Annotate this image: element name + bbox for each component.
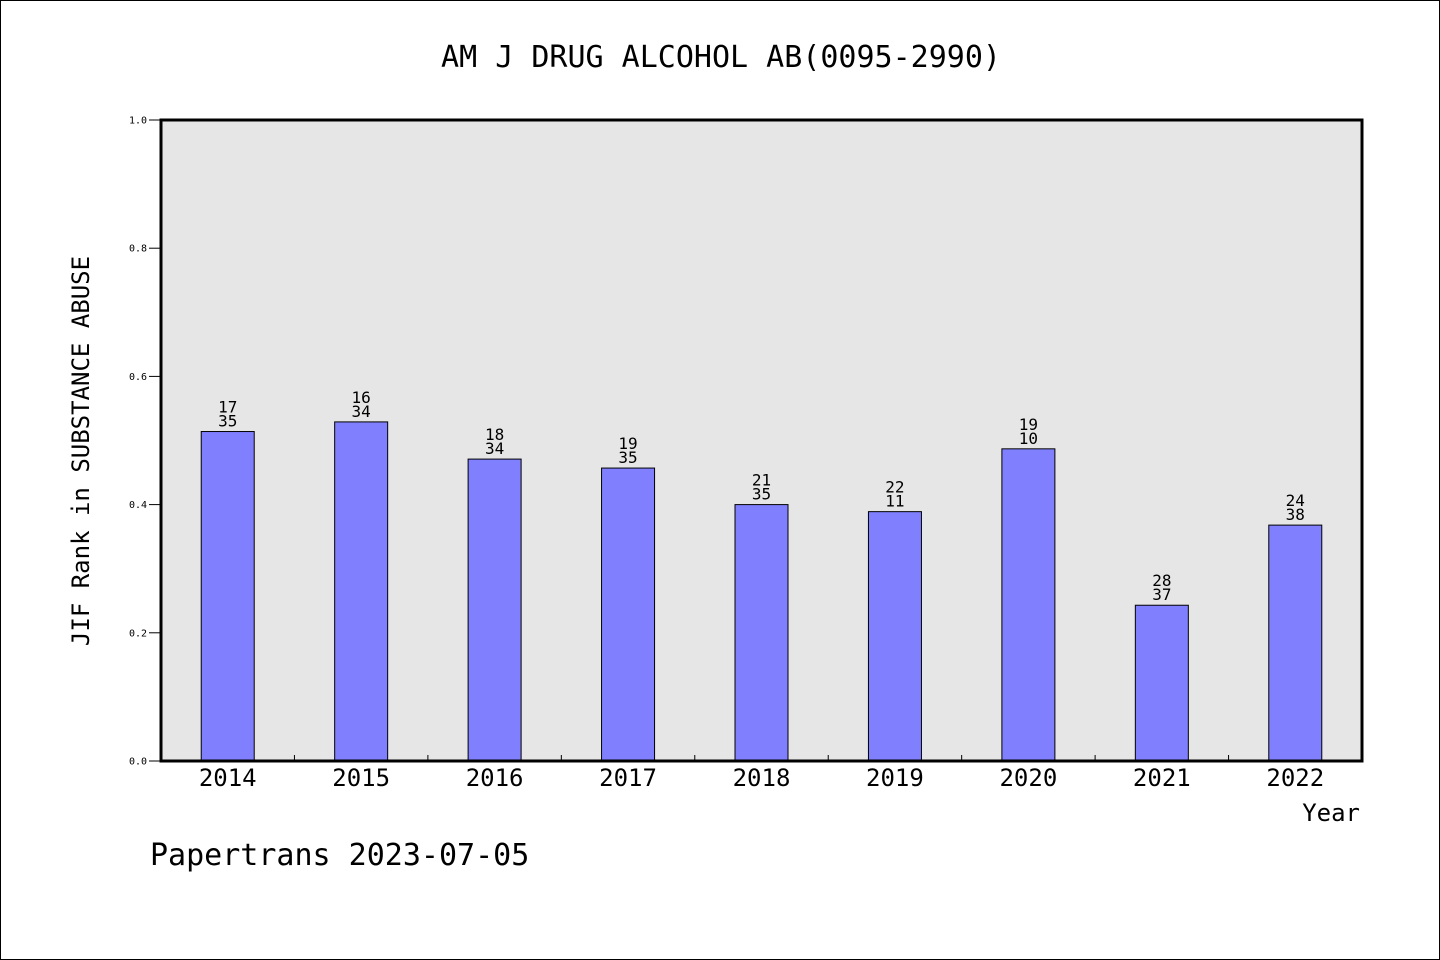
data-label-top-2019: 22	[885, 478, 904, 497]
bar-2018	[734, 504, 789, 762]
x-tick-label-2018: 2018	[733, 764, 791, 792]
x-tick-label-2015: 2015	[332, 764, 390, 792]
y-tick-label-0.2: 0.2	[129, 628, 147, 639]
y-tick-label-0.0: 0.0	[129, 757, 147, 768]
bar-series	[200, 421, 1323, 762]
bar-2022	[1268, 524, 1323, 762]
x-tick-label-2017: 2017	[599, 764, 657, 792]
data-label-top-2016: 18	[485, 425, 504, 444]
bar-2015	[334, 421, 389, 762]
data-label-bottom-2018: 35	[752, 485, 771, 504]
data-label-bottom-2014: 35	[218, 412, 237, 431]
y-axis: 0.0 0.2 0.4 0.6 0.8 1.0	[129, 116, 161, 768]
data-label-top-2017: 19	[618, 434, 637, 453]
data-label-bottom-2020: 10	[1019, 429, 1038, 448]
y-tick-label-0.6: 0.6	[129, 372, 147, 383]
x-tick-label-2016: 2016	[466, 764, 524, 792]
data-label-top-2020: 19	[1019, 415, 1038, 434]
data-label-bottom-2015: 34	[352, 402, 371, 421]
x-tick-label-2022: 2022	[1266, 764, 1324, 792]
x-tick-label-2020: 2020	[999, 764, 1057, 792]
bar-2021	[1134, 604, 1189, 762]
data-label-top-2014: 17	[218, 398, 237, 417]
data-label-top-2022: 24	[1286, 491, 1305, 510]
data-label-bottom-2017: 35	[618, 448, 637, 467]
bar-2019	[867, 511, 922, 762]
bar-2016	[467, 458, 522, 762]
data-label-top-2015: 16	[352, 388, 371, 407]
data-label-bottom-2019: 11	[885, 492, 904, 511]
x-tick-label-2021: 2021	[1133, 764, 1191, 792]
y-axis-label: JIF Rank in SUBSTANCE ABUSE	[67, 256, 95, 646]
data-label-bottom-2022: 38	[1286, 505, 1305, 524]
x-axis-label: Year	[1302, 799, 1360, 827]
x-tick-label-2014: 2014	[199, 764, 257, 792]
y-tick-label-0.8: 0.8	[129, 244, 147, 255]
bar-2014	[200, 431, 255, 762]
chart-title: AM J DRUG ALCOHOL AB(0095-2990)	[441, 40, 1001, 75]
plot-border	[159, 118, 1364, 763]
x-tick-label-2019: 2019	[866, 764, 924, 792]
bar-2020	[1001, 448, 1056, 762]
data-label-bottom-2016: 34	[485, 439, 504, 458]
bar-2017	[601, 467, 656, 762]
footer-text: Papertrans 2023-07-05	[150, 838, 529, 873]
y-tick-label-0.4: 0.4	[129, 500, 147, 511]
x-axis: 2014 2015 2016 2017 2018 2019 2020 2021 2022	[199, 755, 1324, 792]
data-label-bottom-2021: 37	[1152, 585, 1171, 604]
data-label-top-2018: 21	[752, 471, 771, 490]
y-tick-label-1.0: 1.0	[129, 116, 147, 127]
data-label-top-2021: 28	[1152, 571, 1171, 590]
